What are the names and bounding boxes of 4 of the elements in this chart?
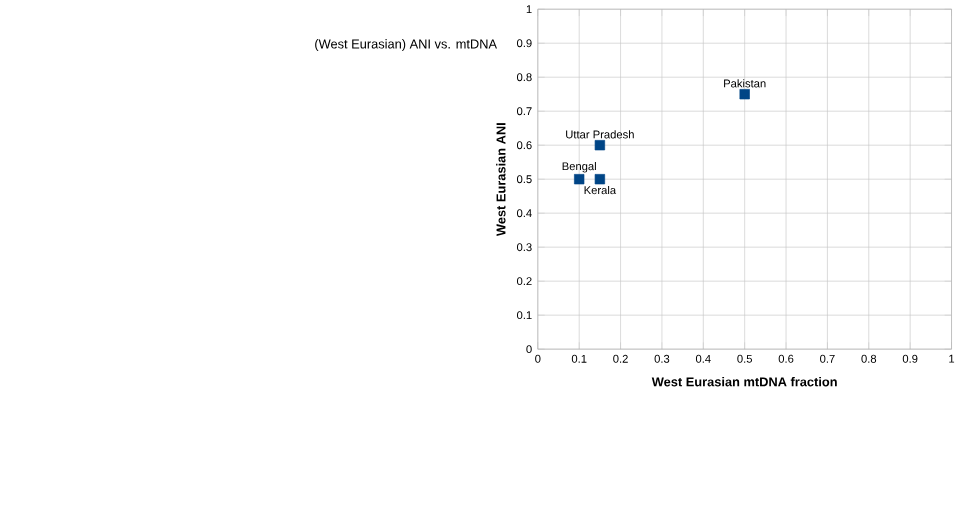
point	[594, 140, 606, 151]
point	[574, 174, 585, 185]
point	[739, 89, 750, 100]
point	[594, 174, 606, 185]
